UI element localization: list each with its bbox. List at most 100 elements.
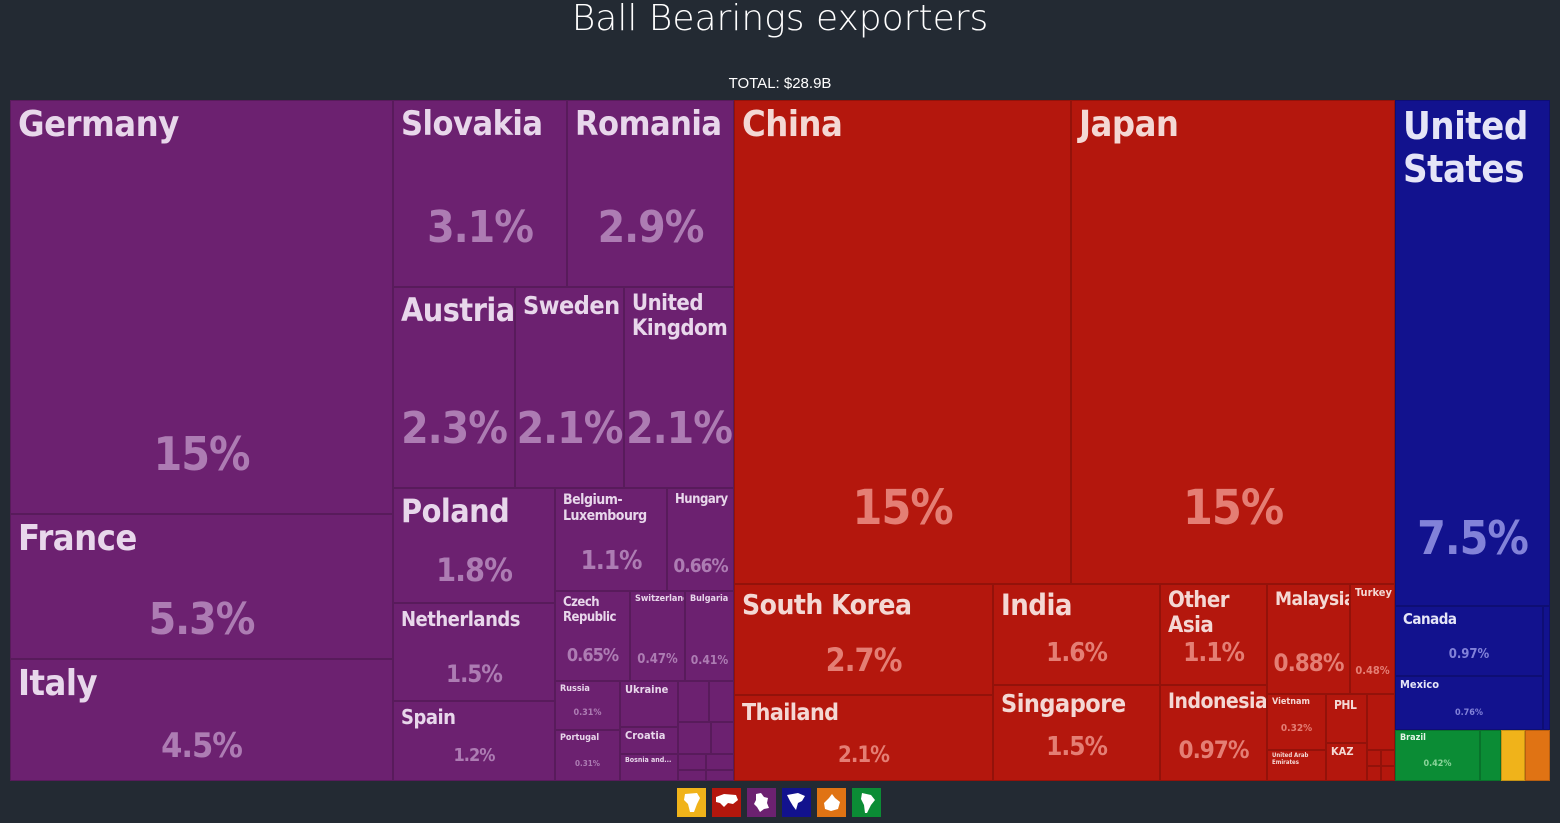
cell-share: 0.97%: [1178, 735, 1250, 764]
cell-share: 0.32%: [1280, 723, 1313, 734]
treemap-cell-minor[interactable]: [1367, 766, 1381, 781]
treemap-cell-minor[interactable]: [678, 722, 711, 754]
treemap-cell-czech-republic[interactable]: Czech Republic 0.65%: [555, 591, 630, 681]
treemap-cell-minor[interactable]: [1381, 750, 1395, 766]
treemap-cell-minor[interactable]: [678, 770, 706, 781]
treemap-cell-united-arab-emirates[interactable]: United Arab Emirates: [1267, 750, 1326, 781]
treemap-cell-malaysia[interactable]: Malaysia 0.88%: [1267, 584, 1350, 694]
treemap-cell-phl[interactable]: PHL: [1326, 694, 1367, 743]
cell-share: 4.5%: [161, 725, 243, 766]
treemap-cell-minor[interactable]: [1525, 730, 1550, 781]
cell-share: 1.5%: [446, 659, 503, 688]
cell-label: Sweden: [523, 291, 620, 320]
cell-share: 0.31%: [573, 707, 602, 718]
cell-share: 1.2%: [453, 745, 496, 767]
cell-label: Russia: [560, 684, 590, 694]
treemap-cell-austria[interactable]: Austria 2.3%: [393, 287, 515, 488]
cell-label: Romania: [575, 104, 722, 144]
asia-icon[interactable]: [712, 788, 741, 817]
cell-label: Spain: [401, 705, 456, 729]
cell-label: Italy: [18, 663, 98, 704]
cell-share: 15%: [852, 480, 953, 537]
cell-share: 1.1%: [1183, 638, 1245, 669]
cell-label: Other Asia: [1168, 588, 1230, 638]
cell-share: 2.1%: [626, 402, 733, 454]
treemap-cell-russia[interactable]: Russia 0.31%: [555, 681, 620, 730]
treemap-cell-minor[interactable]: [678, 754, 706, 770]
treemap-cell-germany[interactable]: Germany 15%: [10, 100, 393, 514]
treemap-cell-turkey[interactable]: Turkey 0.48%: [1350, 584, 1395, 694]
cell-label: Malaysia: [1275, 588, 1350, 610]
treemap-cell-minor[interactable]: [709, 681, 734, 722]
treemap-cell-bosnia-and[interactable]: Bosnia and...: [620, 754, 678, 781]
cell-share: 1.8%: [436, 550, 513, 589]
cell-label: Germany: [18, 104, 179, 145]
treemap-cell-france[interactable]: France 5.3%: [10, 514, 393, 659]
treemap-cell-united-kingdom[interactable]: United Kingdom 2.1%: [624, 287, 734, 488]
treemap-cell-vietnam[interactable]: Vietnam 0.32%: [1267, 694, 1326, 750]
cell-share: 0.41%: [690, 652, 729, 667]
treemap-cell-minor[interactable]: [1381, 766, 1395, 781]
africa-icon[interactable]: [677, 788, 706, 817]
treemap-cell-thailand[interactable]: Thailand 2.1%: [734, 695, 993, 781]
cell-label: South Korea: [742, 588, 912, 621]
cell-share: 15%: [153, 427, 250, 482]
treemap-cell-portugal[interactable]: Portugal 0.31%: [555, 730, 620, 781]
south-america-icon[interactable]: [852, 788, 881, 817]
treemap-cell-spain[interactable]: Spain 1.2%: [393, 701, 555, 781]
treemap-cell-minor[interactable]: [1367, 694, 1395, 750]
cell-share: 1.6%: [1046, 638, 1108, 669]
treemap-cell-united-states[interactable]: United States 7.5%: [1395, 100, 1550, 606]
treemap-cell-poland[interactable]: Poland 1.8%: [393, 488, 555, 603]
treemap-cell-switzerland[interactable]: Switzerland 0.47%: [630, 591, 685, 681]
cell-share: 0.66%: [673, 554, 728, 577]
treemap-cell-minor[interactable]: [706, 754, 734, 770]
europe-icon[interactable]: [747, 788, 776, 817]
treemap-cell-romania[interactable]: Romania 2.9%: [567, 100, 734, 287]
cell-label: Austria: [401, 291, 515, 329]
treemap-cell-minor[interactable]: [1501, 730, 1525, 781]
treemap-cell-slovakia[interactable]: Slovakia 3.1%: [393, 100, 567, 287]
treemap-cell-minor[interactable]: [1367, 750, 1381, 766]
treemap-cell-minor[interactable]: [706, 770, 734, 781]
oceania-icon[interactable]: [817, 788, 846, 817]
cell-share: 1.5%: [1046, 732, 1108, 763]
treemap-cell-kaz[interactable]: KAZ: [1326, 743, 1367, 781]
treemap-cell-brazil[interactable]: Brazil 0.42%: [1395, 730, 1480, 781]
total-value: TOTAL: $28.9B: [728, 75, 832, 92]
treemap-cell-ukraine[interactable]: Ukraine: [620, 681, 678, 727]
treemap-cell-singapore[interactable]: Singapore 1.5%: [993, 685, 1160, 781]
treemap-cell-belgium-luxembourg[interactable]: Belgium-Luxembourg 1.1%: [555, 488, 667, 591]
cell-label: KAZ: [1331, 745, 1354, 758]
cell-share: 0.47%: [637, 652, 678, 668]
treemap-cell-indonesia[interactable]: Indonesia 0.97%: [1160, 685, 1267, 781]
treemap-cell-minor[interactable]: [1480, 730, 1501, 781]
treemap-cell-south-korea[interactable]: South Korea 2.7%: [734, 584, 993, 695]
treemap-cell-minor[interactable]: [678, 681, 709, 722]
treemap-cell-hungary[interactable]: Hungary 0.66%: [667, 488, 734, 591]
cell-share: 2.9%: [597, 201, 705, 253]
cell-label: Mexico: [1400, 678, 1439, 691]
treemap-cell-bulgaria[interactable]: Bulgaria 0.41%: [685, 591, 734, 681]
treemap-cell-canada[interactable]: Canada 0.97%: [1395, 606, 1543, 676]
chart-title: Ball Bearings exporters: [571, 0, 989, 39]
treemap-cell-croatia[interactable]: Croatia: [620, 727, 678, 754]
cell-label: Thailand: [742, 700, 839, 726]
treemap-cell-japan[interactable]: Japan 15%: [1071, 100, 1395, 584]
cell-label: Croatia: [625, 729, 666, 742]
cell-share: 0.97%: [1448, 647, 1490, 663]
cell-share: 15%: [1182, 480, 1284, 537]
treemap-cell-mexico[interactable]: Mexico 0.76%: [1395, 676, 1543, 730]
treemap-cell-china[interactable]: China 15%: [734, 100, 1071, 584]
treemap-cell-netherlands[interactable]: Netherlands 1.5%: [393, 603, 555, 701]
cell-label: Ukraine: [625, 683, 669, 696]
cell-label: United Arab Emirates: [1272, 752, 1309, 766]
treemap-cell-italy[interactable]: Italy 4.5%: [10, 659, 393, 781]
north-america-icon[interactable]: [782, 788, 811, 817]
treemap-cell-sweden[interactable]: Sweden 2.1%: [515, 287, 624, 488]
treemap-cell-other-asia[interactable]: Other Asia 1.1%: [1160, 584, 1267, 685]
treemap-cell-minor[interactable]: [711, 722, 734, 754]
treemap-cell-minor[interactable]: [1543, 606, 1550, 730]
treemap-cell-india[interactable]: India 1.6%: [993, 584, 1160, 685]
